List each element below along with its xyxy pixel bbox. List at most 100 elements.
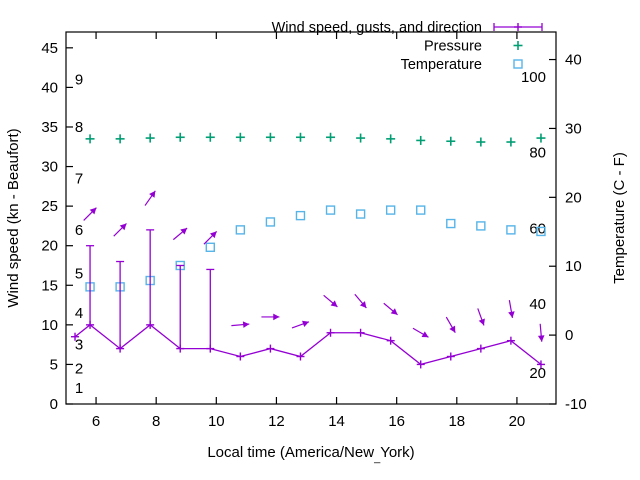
bottom-tick-label: 10 <box>208 413 225 430</box>
plot-frame <box>65 31 557 405</box>
plot-border <box>65 31 557 405</box>
bottom-axis-ticks: 6 8 10 12 14 16 18 20 <box>92 32 525 430</box>
beaufort-label: 2 <box>75 360 83 377</box>
left-tick-label: 40 <box>41 79 58 96</box>
arrow-head <box>449 325 456 333</box>
temperature-point <box>506 225 516 235</box>
wind-direction-arrow <box>291 320 310 329</box>
axis-titles: Wind speed (kn - Beaufort) Temperature (C… <box>5 128 628 464</box>
fahrenheit-label: 40 <box>529 296 546 313</box>
wind-direction-arrow <box>354 293 367 309</box>
right-tick-label: 10 <box>565 258 582 275</box>
y-axis-title: Wind speed (kn - Beaufort) <box>5 128 22 307</box>
wind-direction-arrow <box>144 190 156 206</box>
bottom-tick-label: 20 <box>509 413 526 430</box>
pressure-point <box>295 132 305 142</box>
beaufort-label: 4 <box>75 305 83 322</box>
pressure-point <box>265 132 275 142</box>
pressure-point <box>235 132 245 142</box>
beaufort-scale-labels: 1 2 3 4 5 6 7 8 9 <box>75 71 83 397</box>
beaufort-label: 5 <box>75 265 83 282</box>
arrow-head <box>478 318 485 326</box>
legend-label: Wind speed, gusts, and direction <box>272 20 482 36</box>
series-wind <box>71 190 545 369</box>
pressure-point <box>446 136 456 146</box>
wind-direction-arrow <box>203 230 218 245</box>
beaufort-label: 8 <box>75 119 83 136</box>
left-tick-label: 45 <box>41 40 58 57</box>
bottom-tick-label: 16 <box>388 413 405 430</box>
arrow-head <box>209 231 217 239</box>
arrow-head <box>180 228 188 235</box>
arrow-head <box>302 320 309 327</box>
right-axis-ticks: -10 0 10 20 30 40 <box>549 52 587 413</box>
temperature-point <box>235 225 246 235</box>
temperature-point <box>295 210 306 221</box>
temperature-point <box>476 221 486 231</box>
arrow-head <box>273 313 280 321</box>
wind-direction-arrow <box>323 294 338 308</box>
temperature-point <box>265 217 276 227</box>
temperature-point <box>385 205 396 215</box>
left-tick-label: 20 <box>41 238 58 255</box>
wind-direction-arrow <box>383 302 398 316</box>
right-tick-label: 20 <box>565 189 582 206</box>
left-tick-label: 0 <box>50 396 58 413</box>
bottom-tick-label: 8 <box>152 413 160 430</box>
bottom-tick-label: 14 <box>328 413 345 430</box>
pressure-point <box>506 137 516 147</box>
left-tick-label: 5 <box>50 356 58 373</box>
temperature-point <box>325 205 336 215</box>
beaufort-label: 3 <box>75 337 83 354</box>
arrow-head <box>330 300 338 307</box>
arrow-head <box>359 301 367 309</box>
pressure-point <box>386 134 396 144</box>
pressure-point <box>205 132 215 142</box>
left-axis-ticks: 0 5 10 15 20 25 30 35 40 45 <box>41 40 73 413</box>
arrow-head <box>119 223 127 231</box>
bottom-tick-label: 18 <box>448 413 465 430</box>
x-axis-title: Local time (America/New_York) <box>207 444 414 464</box>
arrow-head <box>508 311 515 318</box>
pressure-point <box>85 134 95 144</box>
arrow-head <box>537 335 545 342</box>
left-tick-label: 15 <box>41 277 58 294</box>
legend-label: Temperature <box>401 57 482 73</box>
left-tick-label: 35 <box>41 119 58 136</box>
wind-direction-arrow <box>537 323 545 342</box>
wind-direction-arrow <box>477 308 485 326</box>
pressure-point <box>476 137 486 147</box>
beaufort-label: 1 <box>75 380 83 397</box>
arrow-head <box>421 331 429 338</box>
right-tick-label: -10 <box>565 396 587 413</box>
legend-square-icon <box>513 59 523 69</box>
beaufort-label: 9 <box>75 71 83 88</box>
bottom-tick-label: 12 <box>268 413 285 430</box>
y2-axis-title: Temperature (C - F) <box>611 152 628 284</box>
wind-direction-arrow <box>113 223 127 237</box>
pressure-point <box>356 133 366 143</box>
arrow-head <box>89 207 97 215</box>
wind-direction-arrow <box>172 227 188 241</box>
temperature-point <box>355 209 366 219</box>
right-tick-label: 30 <box>565 120 582 137</box>
legend-label: Pressure <box>424 39 482 55</box>
fahrenheit-label: 80 <box>529 145 546 162</box>
wind-direction-arrow <box>412 327 429 338</box>
temperature-point <box>416 205 426 215</box>
pressure-point <box>536 133 546 143</box>
beaufort-label: 6 <box>75 222 83 239</box>
chart-legend: Wind speed, gusts, and direction Pressure… <box>272 20 543 73</box>
arrow-head <box>242 321 250 328</box>
right-tick-label: 40 <box>565 52 582 69</box>
temperature-point <box>446 218 456 229</box>
right-tick-label: 0 <box>565 327 573 344</box>
bottom-tick-label: 6 <box>92 413 100 430</box>
wind-direction-arrow <box>83 207 97 221</box>
beaufort-label: 7 <box>75 170 83 187</box>
wind-direction-arrow <box>261 313 280 321</box>
left-tick-label: 25 <box>41 198 58 215</box>
left-tick-label: 30 <box>41 159 58 176</box>
